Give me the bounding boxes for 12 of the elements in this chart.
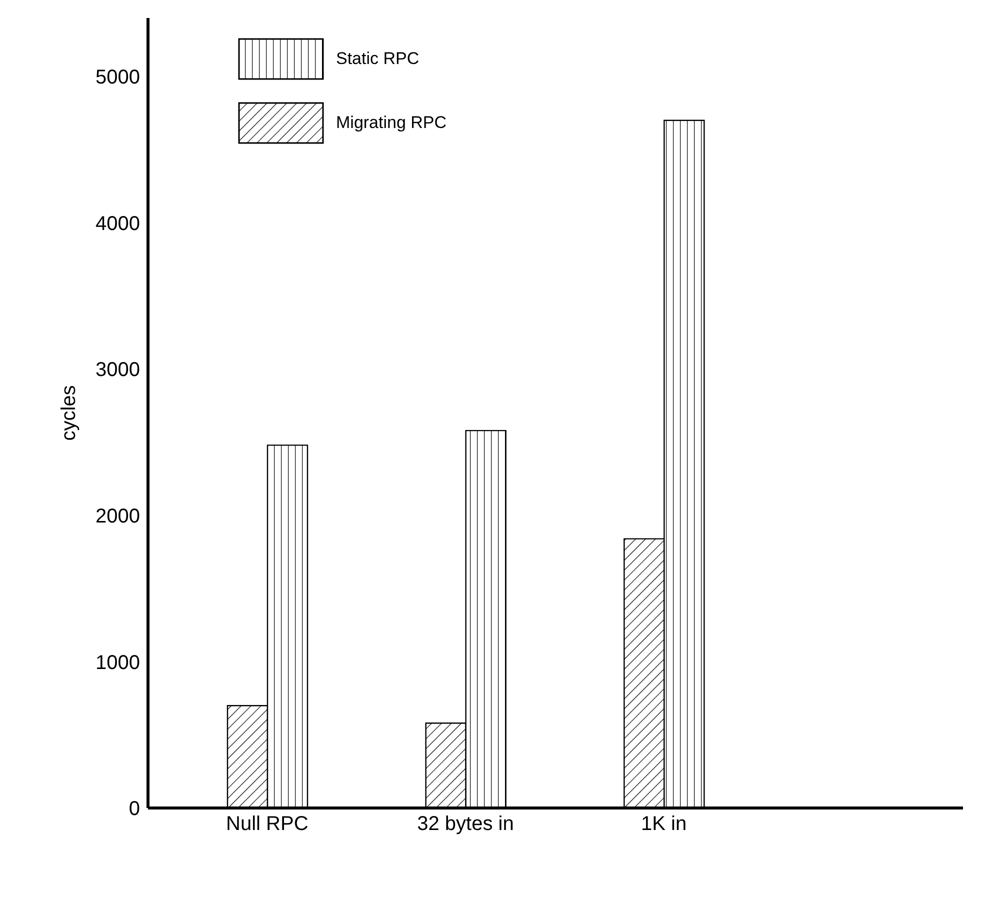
legend-label: Migrating RPC [336,113,447,133]
y-tick-label: 1000 [96,652,140,674]
y-tick-label: 4000 [96,212,140,235]
x-tick-label: 1K in [641,813,687,836]
y-tick-label: 2000 [96,506,140,528]
y-tick-label: 3000 [96,359,140,382]
x-tick-label: 32 bytes in [417,813,514,836]
x-tick-label: Null RPC [226,813,308,836]
legend-label: Static RPC [336,49,420,69]
y-axis-title: cycles [58,385,80,441]
y-tick-label: 0 [128,798,140,820]
y-tick-label: 5000 [96,66,140,89]
